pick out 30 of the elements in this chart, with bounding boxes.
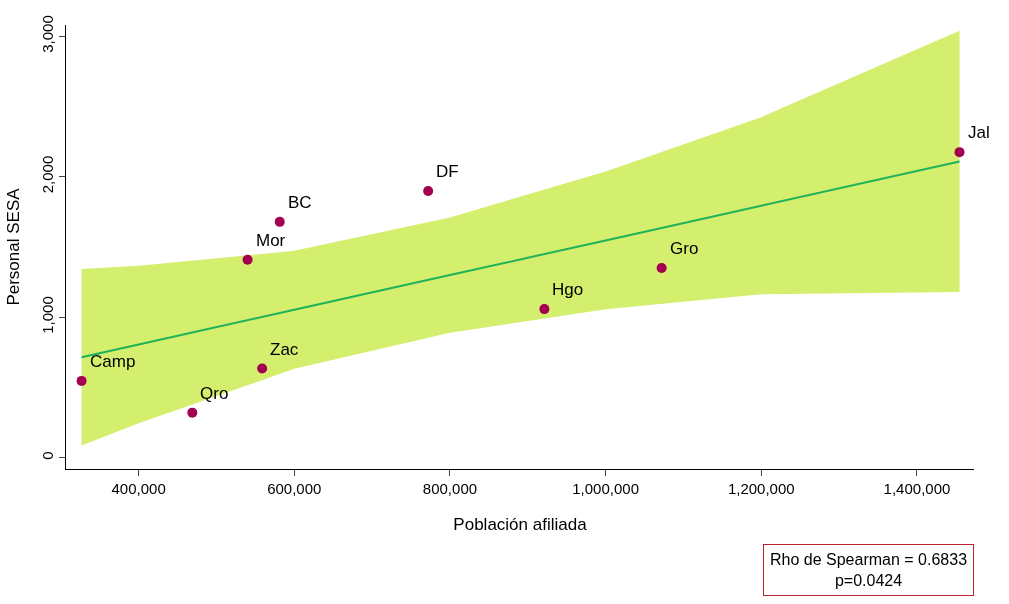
annotation: Gro: [670, 239, 699, 258]
point: [76, 375, 87, 386]
y-tick-label: 3,000: [39, 15, 56, 53]
x-tick-label: 1,200,000: [727, 480, 795, 497]
point: [187, 407, 198, 418]
point: [656, 263, 667, 274]
y-tick-label: 0: [39, 451, 56, 460]
point: [274, 216, 285, 227]
annotation: Mor: [256, 231, 286, 250]
point: [539, 304, 550, 315]
x-tick-label: 600,000: [267, 480, 322, 497]
annotation: Hgo: [552, 280, 584, 299]
x-tick-label: 800,000: [422, 480, 478, 497]
point: [242, 254, 253, 265]
point: [954, 147, 965, 158]
annotation: Jal: [968, 123, 990, 142]
annotation: BC: [288, 193, 312, 212]
y-tick-label: 1,000: [39, 296, 56, 334]
text: Rho de Spearman = 0.6833 p=0.0424: [770, 551, 968, 589]
x-tick-label: 1,400,000: [883, 480, 951, 497]
annotation: Camp: [90, 352, 136, 371]
x-axis-title: Población afiliada: [453, 515, 588, 535]
annotation: Zac: [270, 340, 299, 359]
point: [423, 186, 434, 197]
annotation: DF: [436, 162, 459, 181]
x-tick-label: 400,000: [111, 480, 166, 497]
point: [257, 363, 268, 374]
y-tick-label: 2,000: [39, 155, 56, 194]
y-axis-title: Personal SESA: [3, 187, 23, 306]
x-tick-label: 1,000,000: [572, 480, 639, 497]
